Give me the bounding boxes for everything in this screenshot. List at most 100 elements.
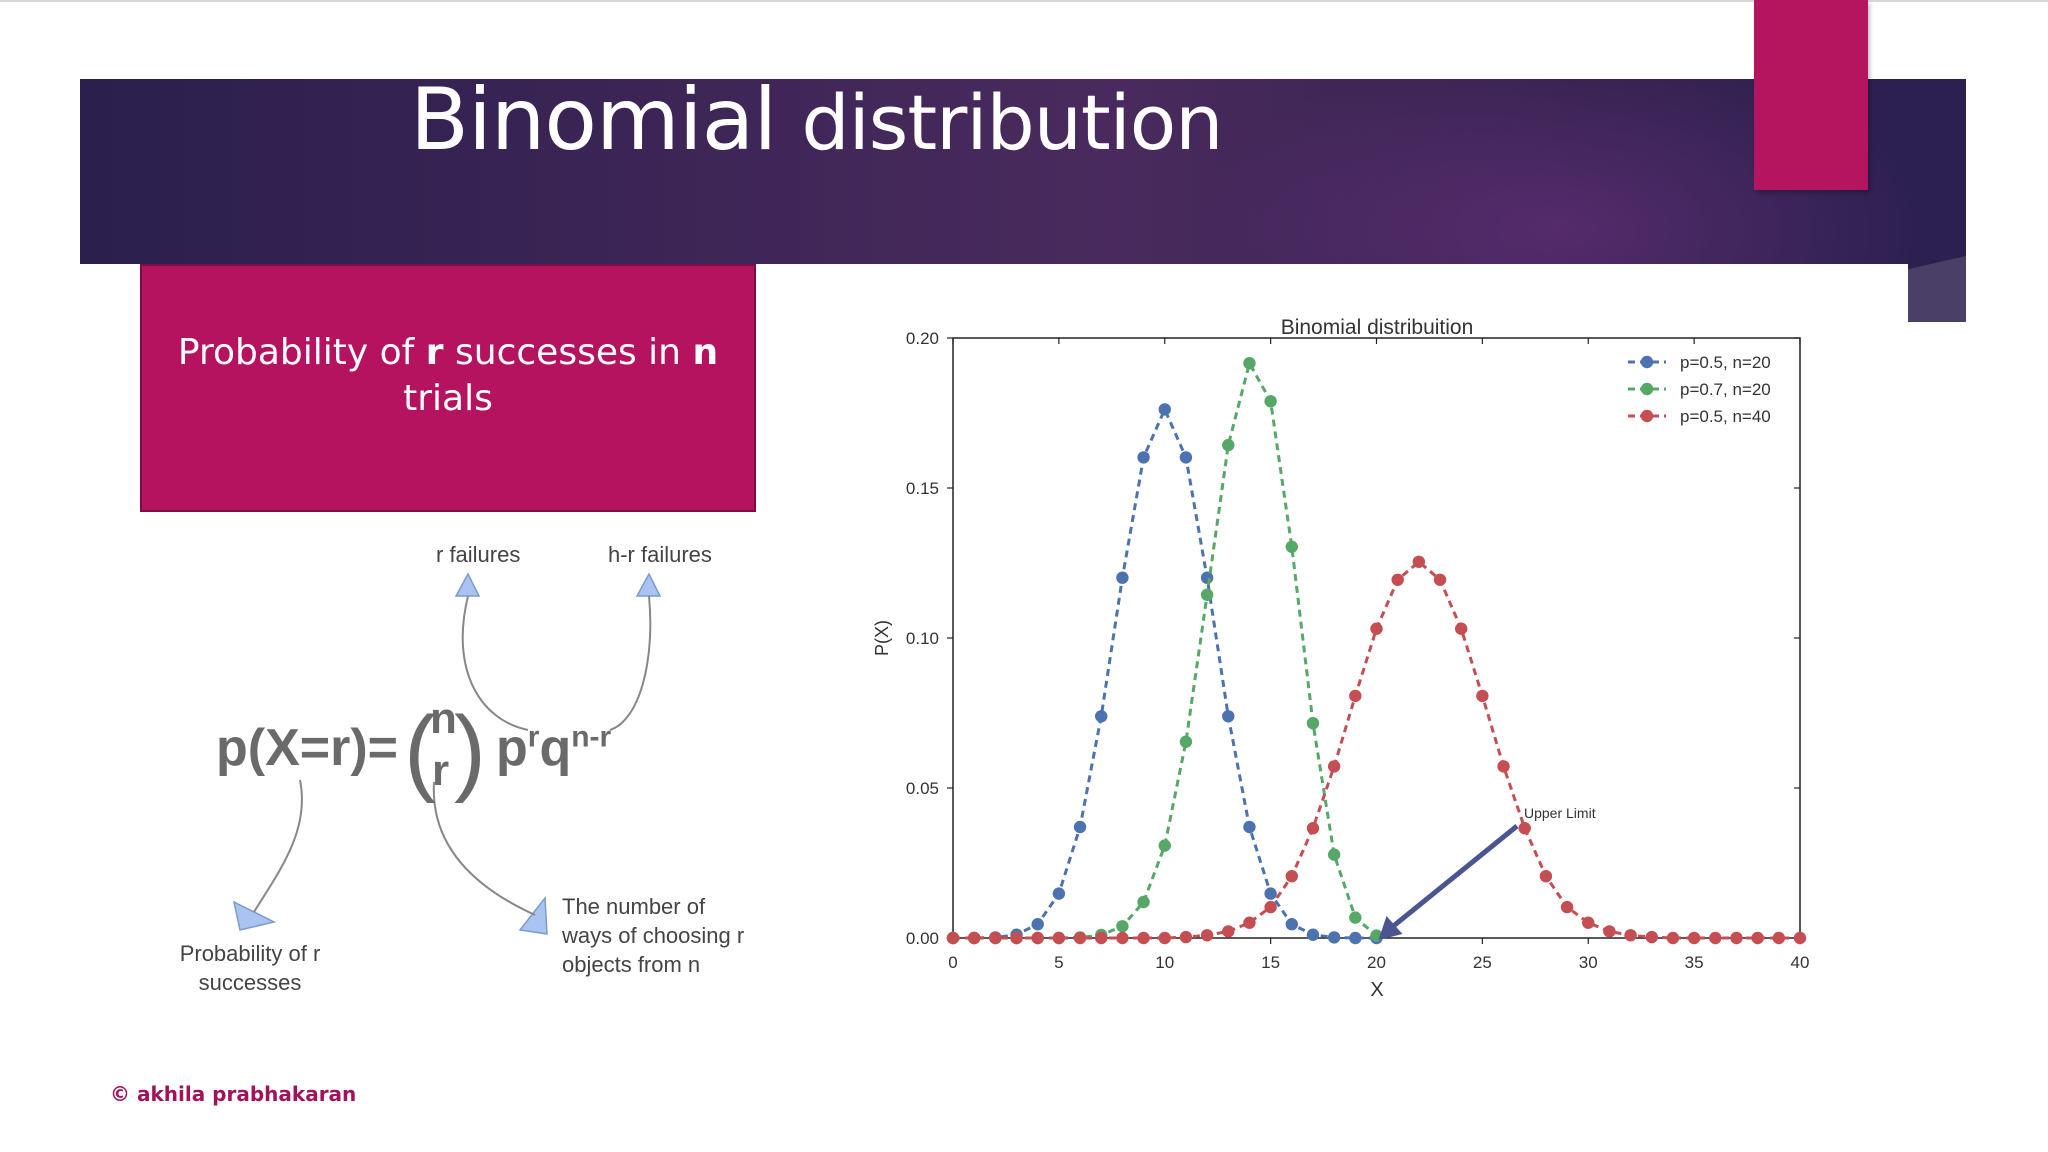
arrowhead-r-failures xyxy=(454,572,481,597)
definition-part-b: successes in xyxy=(443,332,693,373)
data-point xyxy=(1179,451,1193,464)
y-tick-label: 0.20 xyxy=(906,329,939,348)
slide-title: Binomial distribution xyxy=(410,70,1223,170)
y-tick-label: 0.05 xyxy=(906,779,939,798)
arrowhead-ways xyxy=(518,895,548,935)
annotation-arrowhead xyxy=(1378,916,1403,940)
x-tick-label: 40 xyxy=(1791,953,1810,972)
legend-marker xyxy=(1640,355,1654,369)
data-point xyxy=(1200,929,1214,942)
data-point xyxy=(1497,760,1510,773)
chart-axes: 0 5 10 15 20 25 30 35 40 0.00 0.05 0.10 0.15 0.20 xyxy=(906,329,1810,972)
data-point xyxy=(1116,571,1129,584)
data-point xyxy=(1603,925,1616,938)
plot-frame xyxy=(952,337,1801,939)
definition-n: n xyxy=(692,332,719,373)
data-point xyxy=(1200,588,1214,601)
data-point xyxy=(1349,911,1362,924)
definition-r: r xyxy=(425,332,444,373)
x-tick-label: 25 xyxy=(1473,953,1492,972)
data-point xyxy=(1137,895,1150,909)
q-exponent: n-r xyxy=(571,720,612,754)
formula-lhs: p(X=r)= xyxy=(216,719,399,777)
data-point xyxy=(1285,540,1298,553)
annotation-label: Upper Limit xyxy=(1524,805,1596,821)
arrowhead-hr-failures xyxy=(635,572,662,597)
data-point xyxy=(1709,931,1722,945)
label-probability: Probability of r successes xyxy=(178,939,322,997)
data-point xyxy=(1264,887,1277,900)
data-point xyxy=(1349,689,1362,703)
label-probability-line1: Probability of r xyxy=(179,941,321,966)
data-point xyxy=(1285,918,1298,931)
data-point xyxy=(1222,925,1235,938)
binom-left-paren: ( xyxy=(404,697,436,804)
legend-label: p=0.5, n=20 xyxy=(1680,353,1771,372)
data-point xyxy=(946,931,960,945)
chart-panel xyxy=(818,264,1908,1064)
definition-text: Probability of r successes in n trials xyxy=(150,330,746,422)
label-r-failures: r failures xyxy=(436,542,521,567)
label-ways-line1: The number of xyxy=(562,894,706,919)
data-point xyxy=(1264,900,1277,914)
binom-right-paren: ) xyxy=(454,697,486,804)
data-point xyxy=(1073,820,1087,834)
data-point xyxy=(1306,928,1320,941)
series-line-1 xyxy=(953,405,1377,940)
bookmark-ribbon xyxy=(1754,0,1868,190)
arrow-ways xyxy=(432,781,536,916)
data-point xyxy=(1137,931,1150,945)
data-point xyxy=(1243,357,1256,370)
binom-bottom: r xyxy=(432,746,450,795)
binomial-formula: p(X=r)= xyxy=(216,718,398,778)
label-probability-line2: successes xyxy=(198,970,302,995)
definition-box xyxy=(140,264,756,512)
data-point xyxy=(1116,931,1129,945)
data-point xyxy=(1327,760,1341,773)
arrow-probability xyxy=(253,779,303,913)
data-point xyxy=(1031,918,1044,931)
title-word-1: Binomial xyxy=(410,70,777,170)
data-point xyxy=(1793,931,1807,945)
upper-limit-annotation: Upper Limit xyxy=(1378,805,1596,940)
data-point xyxy=(1730,931,1743,945)
formula-arrows xyxy=(232,572,662,935)
data-point xyxy=(1645,930,1658,944)
binomial-chart: 0 5 10 15 20 25 30 35 40 0.00 0.05 0.10 0.15 0.20 Bin… xyxy=(872,316,1810,1001)
p-exponent: r xyxy=(527,720,540,754)
data-point xyxy=(1158,839,1171,852)
label-ways-line3: objects from n xyxy=(562,952,701,977)
data-point xyxy=(1455,622,1468,635)
data-point xyxy=(1031,931,1044,945)
data-point xyxy=(1222,438,1235,452)
definition-part-c: trials xyxy=(403,378,493,419)
data-point xyxy=(1222,710,1235,723)
title-word-2: distribution xyxy=(801,78,1223,167)
y-axis-label: P(X) xyxy=(872,620,892,656)
data-point xyxy=(1306,717,1320,730)
data-point xyxy=(1243,820,1256,834)
data-point xyxy=(1285,870,1298,883)
data-point xyxy=(1137,451,1150,464)
data-point xyxy=(1095,710,1108,723)
data-point xyxy=(1772,931,1786,945)
data-point xyxy=(1518,822,1531,835)
data-point xyxy=(1391,573,1404,586)
x-tick-label: 30 xyxy=(1579,953,1598,972)
data-point xyxy=(1624,929,1637,942)
formula-rhs: prqn-r xyxy=(496,718,611,778)
p-base: p xyxy=(496,719,528,777)
data-point xyxy=(1560,900,1574,914)
data-point xyxy=(1010,931,1023,945)
legend-marker xyxy=(1640,382,1654,396)
data-point xyxy=(1306,822,1320,835)
x-tick-label: 10 xyxy=(1155,953,1174,972)
data-point xyxy=(1433,573,1447,586)
copyright-notice: © akhila prabhakaran xyxy=(110,1082,357,1106)
data-point xyxy=(1751,931,1764,945)
arrow-hr-failures xyxy=(609,595,652,731)
data-point xyxy=(1370,622,1383,635)
x-tick-label: 0 xyxy=(948,953,957,972)
y-tick-label: 0.10 xyxy=(906,629,939,648)
label-hr-failures: h-r failures xyxy=(608,542,712,567)
